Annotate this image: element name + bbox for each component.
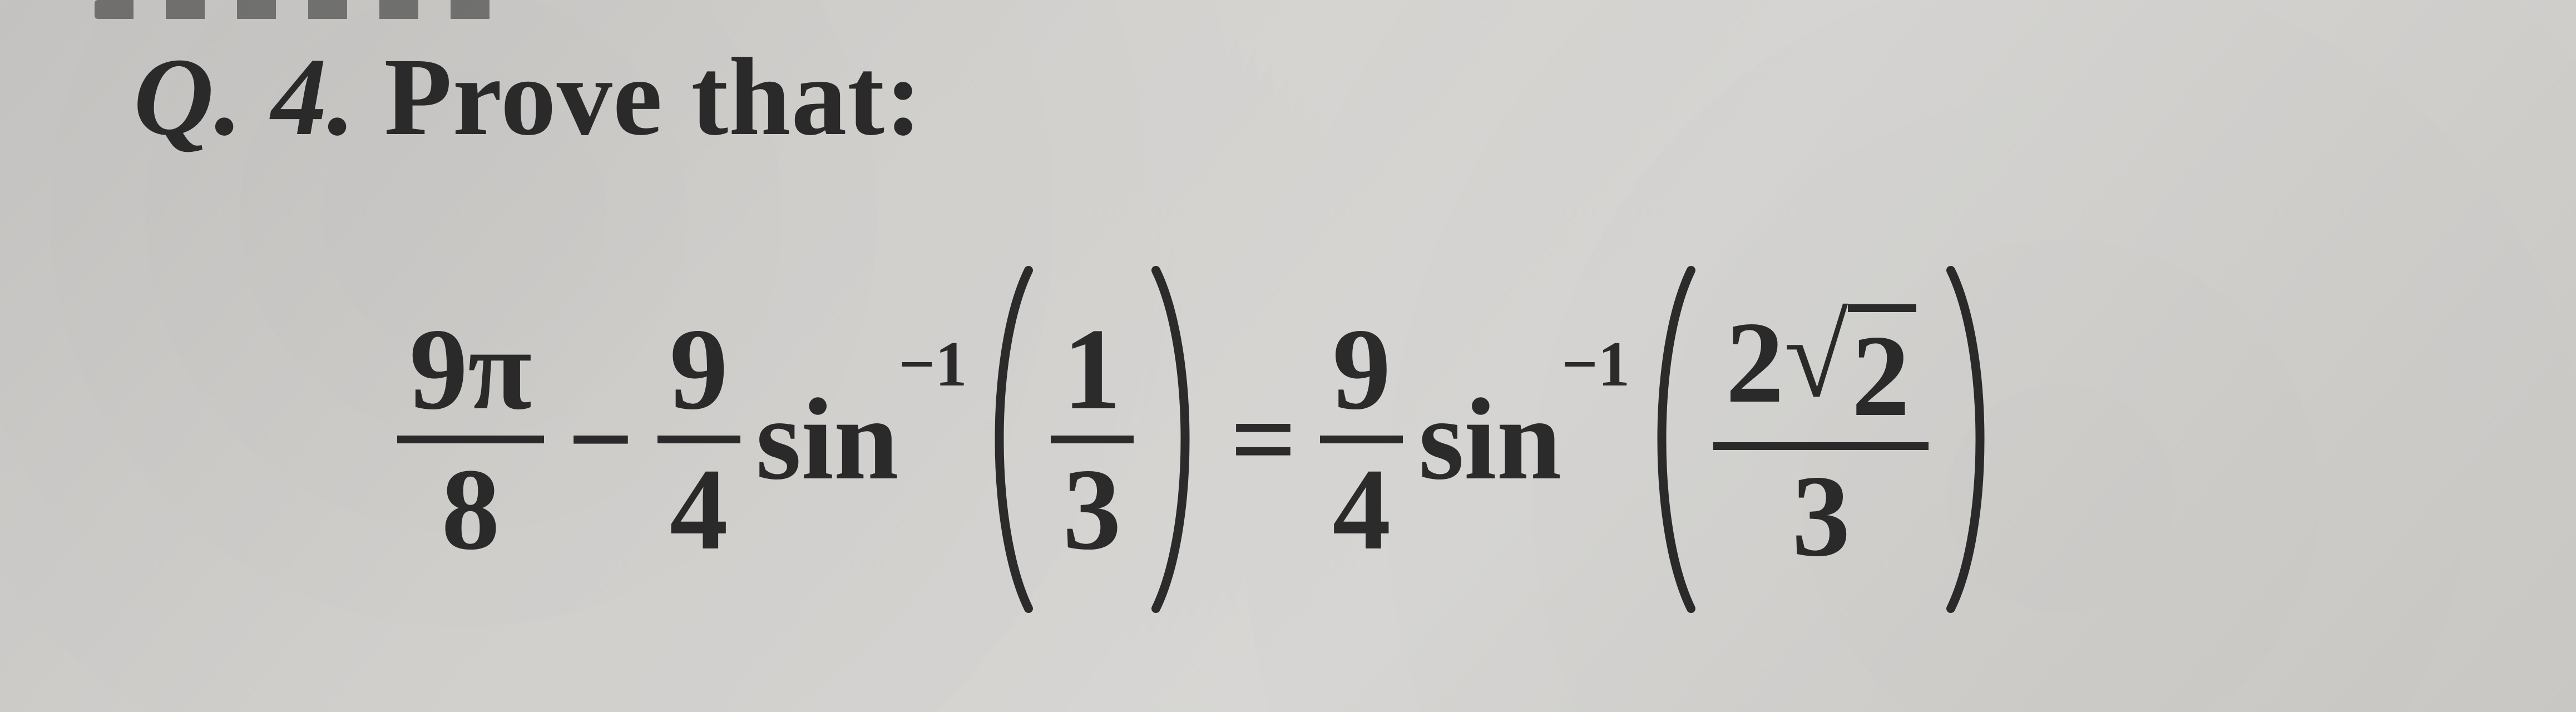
denominator: 3 [1779, 450, 1862, 582]
surd-symbol: √ [1784, 299, 1848, 416]
frac-bar [657, 436, 740, 443]
frac-bar [1713, 442, 1929, 450]
frac-2sqrt2-3: 2√2 3 [1713, 296, 1929, 582]
question-text: Prove that: [384, 36, 922, 159]
page: { "question":{ "number":"Q. 4.", "text":… [0, 0, 2576, 712]
question-heading: Q. 4. Prove that: [134, 33, 923, 161]
frac-1-3: 1 3 [1051, 303, 1134, 576]
numerator: 1 [1051, 303, 1134, 436]
frac-bar [397, 436, 544, 443]
frac-9pi-8: 9π 8 [397, 303, 544, 576]
sin-function-lhs: sin [756, 373, 899, 507]
inverse-exponent-rhs: −1 [1561, 328, 1630, 401]
numerator: 9 [1320, 303, 1403, 436]
denominator: 4 [657, 443, 740, 576]
minus-operator: − [567, 373, 634, 507]
frac-9-4-rhs: 9 4 [1320, 303, 1403, 576]
frac-bar [1320, 436, 1403, 443]
numerator: 9π [397, 303, 544, 436]
frac-bar [1051, 436, 1134, 443]
numerator: 2√2 [1713, 296, 1929, 442]
sqrt: √2 [1784, 304, 1916, 434]
coeff-2: 2 [1725, 298, 1784, 427]
page-edge-dashes [95, 0, 517, 19]
open-paren-rhs [1635, 261, 1702, 617]
numerator: 9 [657, 303, 740, 436]
inverse-exponent-lhs: −1 [899, 328, 967, 401]
close-paren-rhs [1940, 261, 2006, 617]
radicand: 2 [1848, 304, 1916, 434]
denominator: 8 [429, 443, 512, 576]
sin-function-rhs: sin [1418, 373, 1561, 507]
close-paren-lhs [1145, 261, 1212, 617]
equals-operator: = [1230, 373, 1297, 507]
open-paren-lhs [973, 261, 1040, 617]
question-number: Q. 4. [134, 36, 355, 159]
denominator: 3 [1051, 443, 1134, 576]
equation: 9π 8 − 9 4 sin −1 1 3 = 9 4 sin −1 2√2 3 [389, 211, 2010, 668]
denominator: 4 [1320, 443, 1403, 576]
frac-9-4-lhs: 9 4 [657, 303, 740, 576]
